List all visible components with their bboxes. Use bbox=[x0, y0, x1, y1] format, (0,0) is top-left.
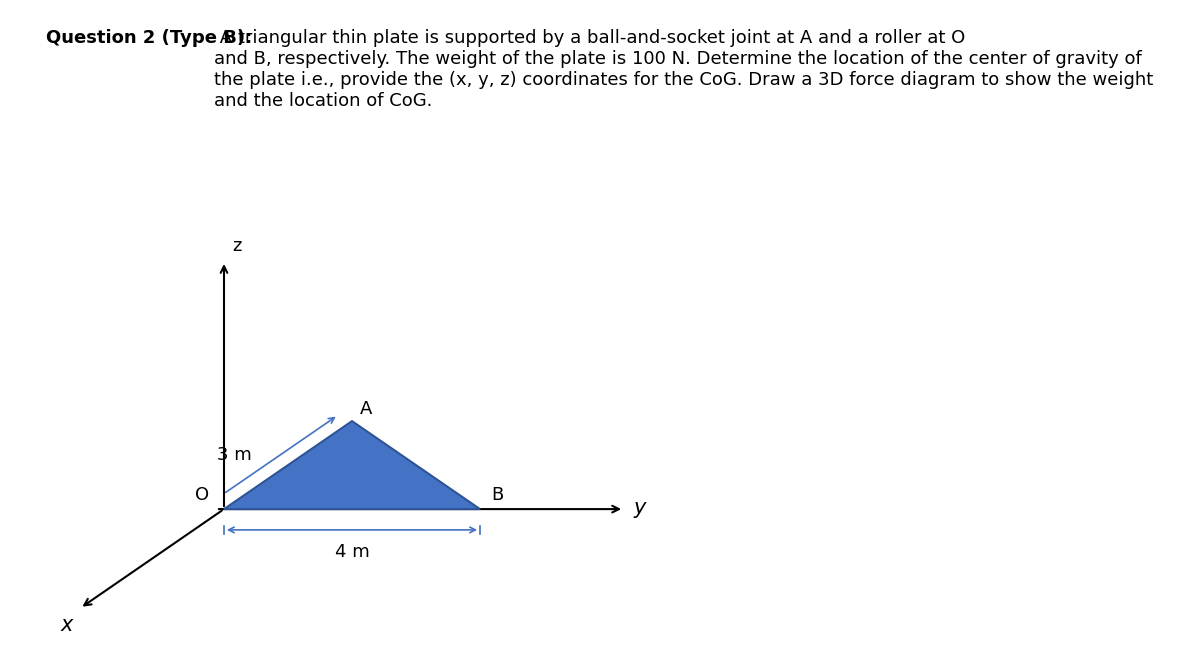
Text: y: y bbox=[634, 498, 646, 517]
Text: A triangular thin plate is supported by a ball-and-socket joint at A and a rolle: A triangular thin plate is supported by … bbox=[214, 29, 1153, 110]
Text: 3 m: 3 m bbox=[217, 445, 252, 464]
Text: A: A bbox=[360, 400, 372, 418]
Polygon shape bbox=[224, 421, 480, 509]
Text: x: x bbox=[61, 615, 73, 634]
Text: B: B bbox=[491, 487, 504, 504]
Text: 4 m: 4 m bbox=[335, 543, 370, 560]
Text: z: z bbox=[232, 237, 241, 254]
Text: Question 2 (Type B):: Question 2 (Type B): bbox=[46, 29, 252, 48]
Text: O: O bbox=[196, 487, 210, 504]
